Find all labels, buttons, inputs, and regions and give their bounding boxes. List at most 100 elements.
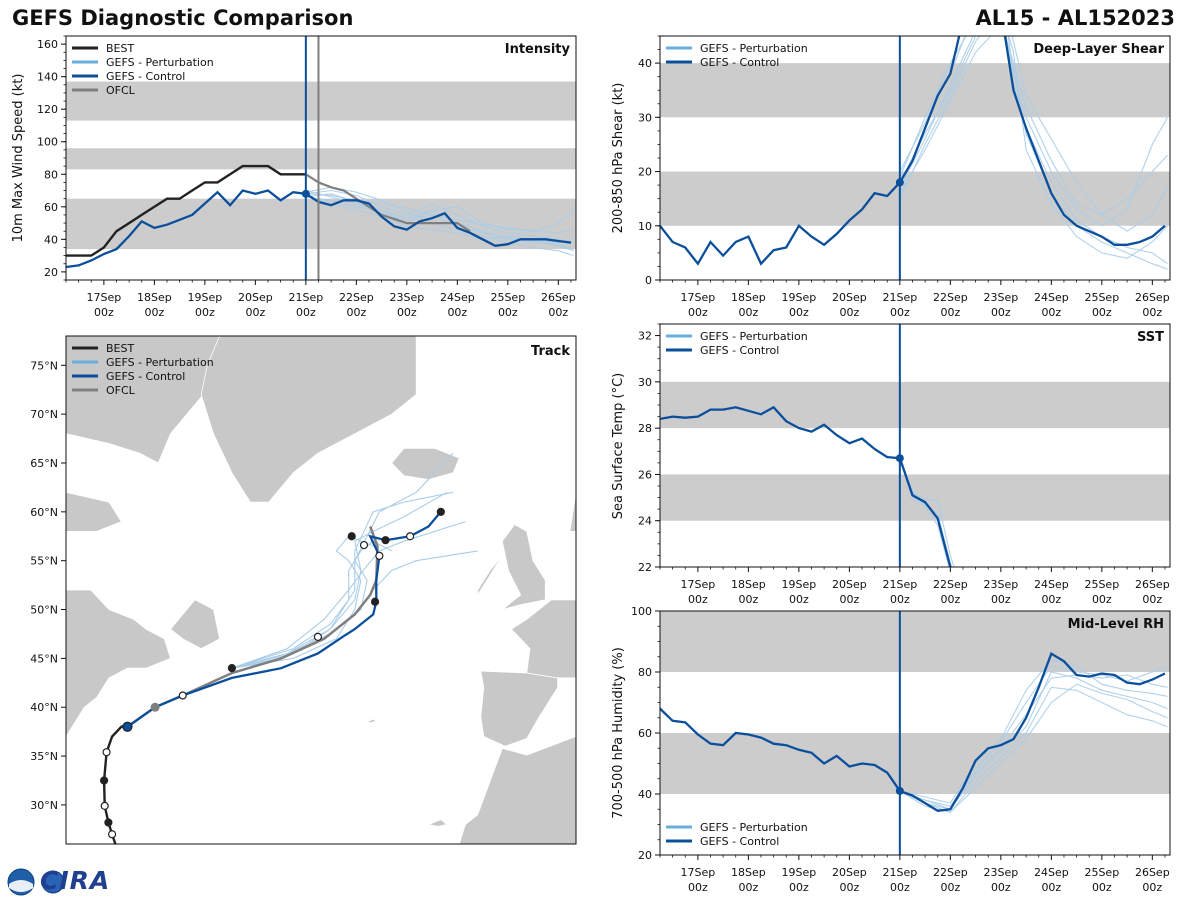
sst-ytick-label: 28 [638,422,652,435]
sst-ytick-label: 32 [638,330,652,343]
intensity-shade-band-2 [66,81,576,121]
shear-xtick-hour-label: 00z [890,306,910,319]
land-newfoundland [169,599,221,650]
track-frame [65,335,577,845]
intensity-perturbation-line-2 [305,196,574,232]
track-perturbation-line-5 [231,491,454,669]
rh-xtick-day-label: 18Sep [731,866,766,879]
shear-ytick-label: 0 [645,274,652,287]
track-lat-tick-label: 45°N [30,652,58,665]
storm-id-title: AL15 - AL152023 [975,6,1176,30]
shear-perturbation-line-5 [899,36,1168,270]
shear-xtick-hour-label: 00z [1092,306,1112,319]
shear-ytick-label: 20 [638,166,652,179]
rh-ytick-label: 20 [638,849,652,862]
panel-shear: 0 10 20 30 40 17Sep 00z 18Sep 00z 19Sep 00z 20Sep 00… [611,35,1171,319]
sst-legend-label-perturbation: GEFS - Perturbation [700,330,808,343]
track-lat-tick-label: 40°N [30,701,58,714]
cira-globe-icon [41,870,65,894]
intensity-xtick-hour-label: 00z [296,306,316,319]
sst-xtick-day-label: 25Sep [1084,578,1119,591]
track-control-marker-10 [347,532,356,541]
track-control-marker-7 [405,532,415,541]
sst-xtick-hour-label: 00z [940,593,960,606]
sst-xtick-hour-label: 00z [1041,593,1061,606]
rh-xtick-hour-label: 00z [1142,881,1162,894]
track-best-line [102,723,128,844]
panel-rh: 20 40 60 80 100 17Sep 00z 18Sep 00z 19Sep 00z 20Sep… [611,605,1171,894]
track-map-area [66,336,576,844]
intensity-xtick-hour-label: 00z [94,306,114,319]
sst-shade-band-1 [660,381,1170,429]
intensity-shade-band-1 [66,148,576,170]
land-north-america-east [66,589,171,738]
shear-ytick-label: 40 [638,57,652,70]
track-ofcl-marker [150,702,160,712]
rh-legend-label-perturbation: GEFS - Perturbation [700,821,808,834]
sst-xtick-day-label: 20Sep [832,578,867,591]
intensity-init-point [301,189,310,198]
intensity-ytick-label: 100 [37,136,58,149]
intensity-xtick-hour-label: 00z [144,306,164,319]
shear-shade-band-0 [660,171,1170,226]
shear-xtick-day-label: 25Sep [1084,291,1119,304]
rh-xtick-day-label: 23Sep [983,866,1018,879]
track-best-marker-3 [99,776,109,785]
track-legend-label-perturbation: GEFS - Perturbation [106,356,214,369]
land-azores [366,718,378,724]
track-lat-tick-label: 55°N [30,555,58,568]
shear-control-line [660,36,1166,266]
intensity-xtick-hour-label: 00z [245,306,265,319]
track-control-marker-3 [313,632,323,641]
sst-ytick-label: 26 [638,468,652,481]
track-perturbation-line-6 [231,540,392,669]
track-best-marker-1 [104,818,113,827]
intensity-xtick-hour-label: 00z [498,306,518,319]
rh-xtick-day-label: 22Sep [933,866,968,879]
track-control-marker-8 [436,507,445,516]
sst-xtick-hour-label: 00z [688,593,708,606]
intensity-ytick-label: 140 [37,71,58,84]
intensity-legend-label-perturbation: GEFS - Perturbation [106,56,214,69]
rh-perturbation-line-5 [899,674,1168,810]
shear-xtick-day-label: 24Sep [1034,291,1069,304]
rh-ylabel: 700-500 hPa Humidity (%) [611,647,626,819]
rh-init-point [895,786,904,795]
sst-ytick-label: 24 [638,515,652,528]
sst-ytick-label: 30 [638,376,652,389]
shear-xtick-hour-label: 00z [1142,306,1162,319]
shear-title: Deep-Layer Shear [1033,42,1164,57]
sst-ylabel: Sea Surface Temp (°C) [611,373,626,520]
track-control-marker-4 [370,597,380,606]
track-perturbation-line-3 [231,535,374,669]
shear-xtick-day-label: 17Sep [681,291,716,304]
track-legend-label-ofcl: OFCL [106,384,136,397]
rh-shade-band-1 [660,611,1170,672]
shear-xtick-hour-label: 00z [789,306,809,319]
sst-xtick-hour-label: 00z [738,593,758,606]
cira-logo [6,866,116,898]
rh-xtick-hour-label: 00z [991,881,1011,894]
rh-ytick-label: 80 [638,666,652,679]
sst-xtick-day-label: 22Sep [933,578,968,591]
track-control-marker-9 [359,540,369,550]
panel-sst: 22 24 26 28 30 32 17Sep 00z 18Sep 00z 19Sep 00z 20Se… [611,323,1171,606]
land-norway [569,453,576,532]
sst-xtick-hour-label: 00z [890,593,910,606]
sst-plot-area [660,405,955,567]
track-best-marker-4 [102,748,111,757]
intensity-xtick-hour-label: 00z [548,306,568,319]
shear-xtick-hour-label: 00z [688,306,708,319]
intensity-legend-label-ofcl: OFCL [106,84,136,97]
track-control-marker-2 [227,664,237,673]
shear-xtick-hour-label: 00z [1041,306,1061,319]
track-control-marker-6 [381,536,390,545]
rh-control-line [660,652,1166,812]
land-canada-hudson [66,491,122,532]
rh-ytick-label: 40 [638,788,652,801]
shear-shade-band-1 [660,63,1170,118]
sst-xtick-day-label: 26Sep [1135,578,1170,591]
intensity-xtick-hour-label: 00z [397,306,417,319]
shear-ylabel: 200-850 hPa Shear (kt) [611,83,626,234]
track-perturbation-line-1 [231,521,466,669]
